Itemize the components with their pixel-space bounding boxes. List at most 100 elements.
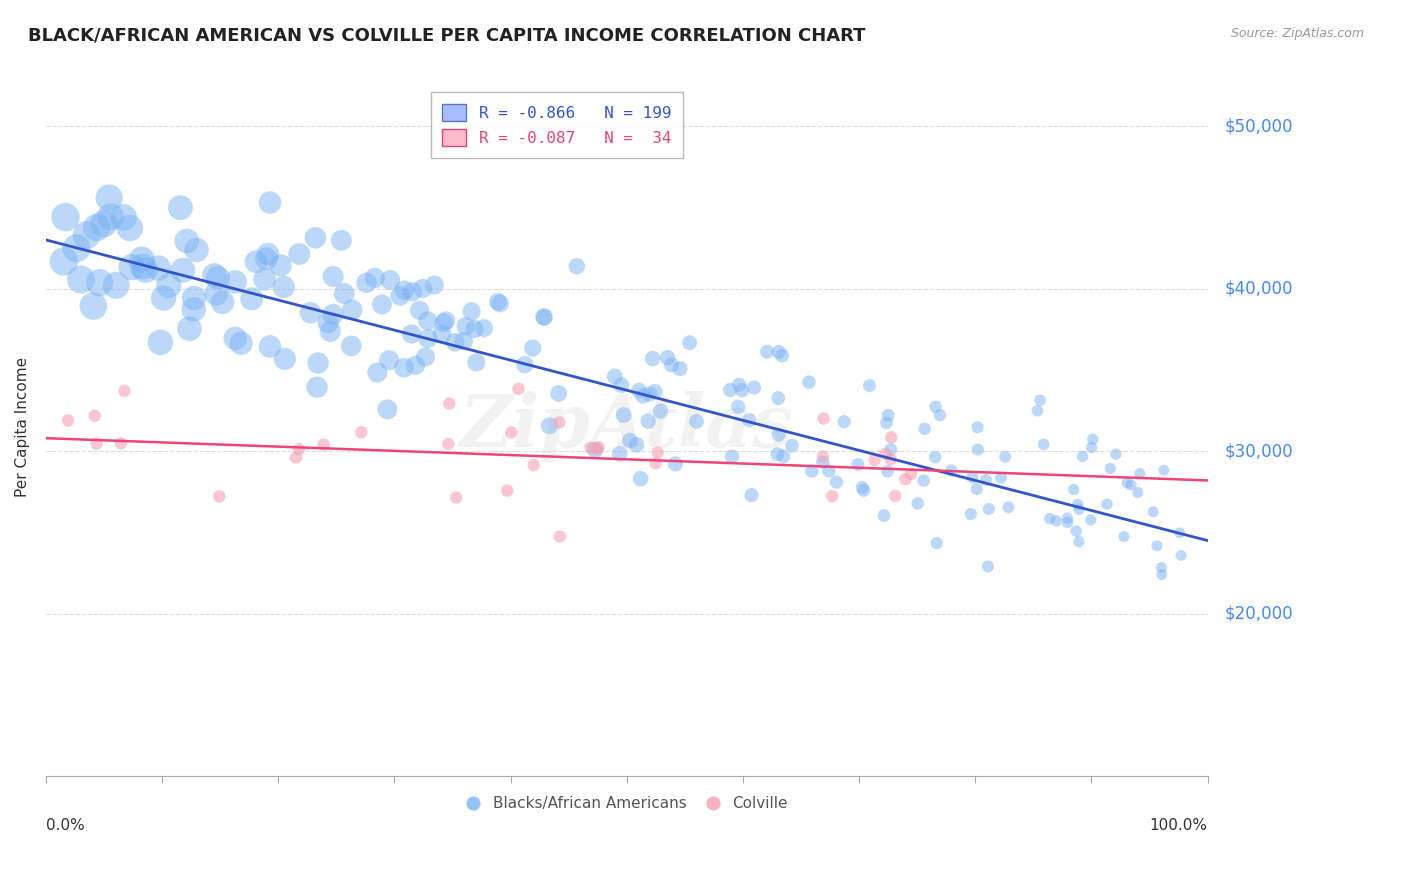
Point (880, 452, 903, 467)
Point (768, 345, 790, 359)
Point (852, 483, 875, 498)
Point (627, 384, 650, 398)
Point (1026, 403, 1049, 417)
Point (780, 439, 803, 453)
Point (644, 384, 666, 399)
Point (205, 286, 228, 301)
Point (894, 472, 917, 486)
Point (486, 294, 509, 309)
Point (340, 302, 363, 317)
Point (307, 380, 329, 394)
Point (644, 456, 666, 470)
Point (472, 321, 495, 335)
Point (846, 458, 869, 472)
Point (880, 430, 903, 444)
Point (389, 289, 412, 303)
Point (797, 375, 820, 389)
Point (131, 252, 153, 267)
Point (613, 408, 636, 422)
Point (307, 356, 329, 370)
Point (89, 276, 111, 290)
Point (229, 336, 252, 351)
Point (929, 408, 952, 422)
Point (65, 241, 87, 255)
Point (1150, 567, 1173, 582)
Point (288, 247, 311, 261)
Point (434, 314, 457, 328)
Point (766, 447, 789, 461)
Point (997, 500, 1019, 515)
Point (728, 377, 751, 392)
Point (1045, 514, 1067, 528)
Point (1168, 525, 1191, 540)
Point (404, 358, 426, 372)
Point (990, 470, 1012, 484)
Point (880, 442, 903, 457)
Point (1099, 461, 1122, 475)
Point (1150, 560, 1173, 574)
Point (1095, 497, 1118, 511)
Point (533, 310, 555, 324)
Point (876, 464, 898, 478)
Point (408, 303, 430, 318)
Point (994, 450, 1017, 464)
Point (274, 351, 297, 366)
Point (350, 425, 373, 440)
Text: $40,000: $40,000 (1225, 280, 1294, 298)
Point (1119, 477, 1142, 491)
Point (925, 536, 948, 550)
Point (1067, 498, 1090, 512)
Point (1142, 505, 1164, 519)
Point (432, 316, 454, 330)
Text: Source: ZipAtlas.com: Source: ZipAtlas.com (1230, 27, 1364, 40)
Point (118, 221, 141, 235)
Point (270, 258, 292, 272)
Point (1067, 502, 1090, 516)
Point (437, 437, 460, 451)
Point (718, 383, 741, 397)
Point (82, 299, 104, 313)
Point (501, 425, 523, 440)
Point (121, 260, 143, 275)
Point (1081, 432, 1104, 446)
Point (631, 389, 654, 403)
Point (742, 380, 765, 394)
Point (333, 286, 356, 301)
Point (609, 447, 631, 461)
Point (800, 464, 823, 478)
Point (941, 463, 963, 477)
Point (1071, 450, 1094, 464)
Point (873, 508, 896, 523)
Point (259, 339, 281, 353)
Point (444, 491, 467, 505)
Point (1067, 534, 1090, 549)
Point (254, 252, 277, 266)
Point (586, 442, 609, 457)
Point (513, 358, 536, 372)
Point (863, 453, 886, 467)
Point (208, 490, 231, 504)
Point (70, 272, 93, 286)
Point (465, 355, 488, 369)
Point (641, 351, 664, 366)
Point (907, 496, 929, 510)
Point (1039, 511, 1062, 525)
Point (619, 434, 641, 448)
Point (401, 326, 423, 341)
Point (176, 234, 198, 248)
Point (169, 201, 191, 215)
Point (962, 470, 984, 484)
Text: $20,000: $20,000 (1225, 605, 1294, 623)
Point (966, 442, 988, 457)
Point (508, 382, 530, 396)
Point (1080, 513, 1102, 527)
Point (240, 292, 263, 306)
Legend: Blacks/African Americans, Colville: Blacks/African Americans, Colville (460, 790, 794, 817)
Point (444, 335, 467, 350)
Point (98, 191, 121, 205)
Point (522, 341, 544, 355)
Point (977, 559, 1000, 574)
Point (813, 411, 835, 425)
Point (821, 489, 844, 503)
Point (330, 233, 353, 247)
